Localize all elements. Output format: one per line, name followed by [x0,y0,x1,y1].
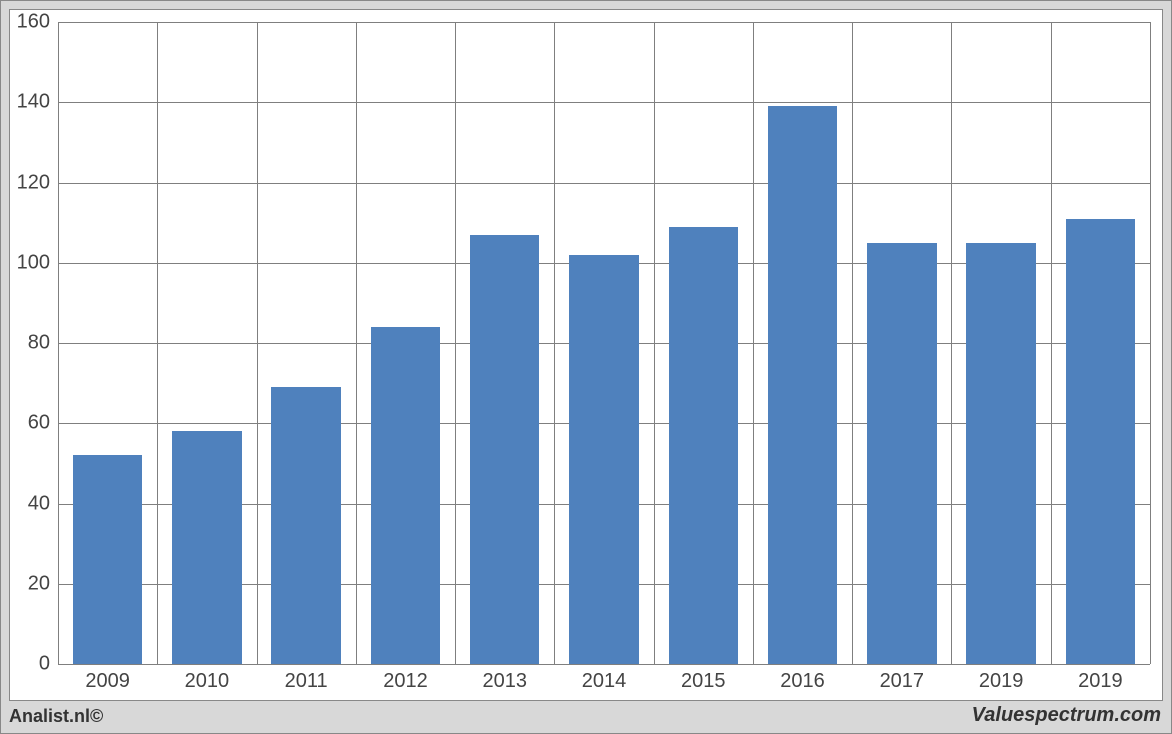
bar [768,106,837,664]
bar [371,327,440,664]
gridline-v [58,22,59,664]
gridline-v [356,22,357,664]
y-tick-label: 20 [10,572,50,595]
gridline-h [58,183,1150,184]
x-tick-label: 2010 [185,670,230,693]
gridline-h [58,102,1150,103]
x-tick-label: 2009 [85,670,130,693]
y-tick-label: 100 [10,251,50,274]
bar [569,255,638,664]
bar [669,227,738,664]
gridline-h [58,22,1150,23]
bar [1066,219,1135,664]
x-tick-label: 2016 [780,670,825,693]
x-tick-label: 2019 [1078,670,1123,693]
bar [470,235,539,664]
gridline-v [1051,22,1052,664]
gridline-v [554,22,555,664]
y-tick-label: 140 [10,91,50,114]
y-tick-label: 0 [10,653,50,676]
gridline-h [58,664,1150,665]
footer-right: Valuespectrum.com [972,704,1161,727]
gridline-v [257,22,258,664]
bar [73,455,142,664]
y-tick-label: 60 [10,412,50,435]
plot-area: 0204060801001201401602009201020112012201… [58,22,1150,664]
gridline-v [753,22,754,664]
gridline-v [654,22,655,664]
y-tick-label: 160 [10,11,50,34]
x-tick-label: 2019 [979,670,1024,693]
bar [867,243,936,664]
gridline-v [1150,22,1151,664]
gridline-v [852,22,853,664]
gridline-v [455,22,456,664]
chart-panel: 0 20 40 60 80 100 120 140 160 2009 2010 2011 2012 201… [9,9,1163,701]
x-tick-label: 2015 [681,670,726,693]
gridline-v [157,22,158,664]
x-tick-label: 2013 [482,670,527,693]
bar [966,243,1035,664]
bar [271,387,340,664]
bar [172,431,241,664]
x-tick-label: 2017 [880,670,925,693]
footer-left: Analist.nl© [9,706,103,727]
y-tick-label: 80 [10,332,50,355]
x-tick-label: 2012 [383,670,428,693]
gridline-v [951,22,952,664]
x-tick-label: 2014 [582,670,627,693]
y-tick-label: 40 [10,492,50,515]
y-tick-label: 120 [10,171,50,194]
x-tick-label: 2011 [285,670,328,693]
